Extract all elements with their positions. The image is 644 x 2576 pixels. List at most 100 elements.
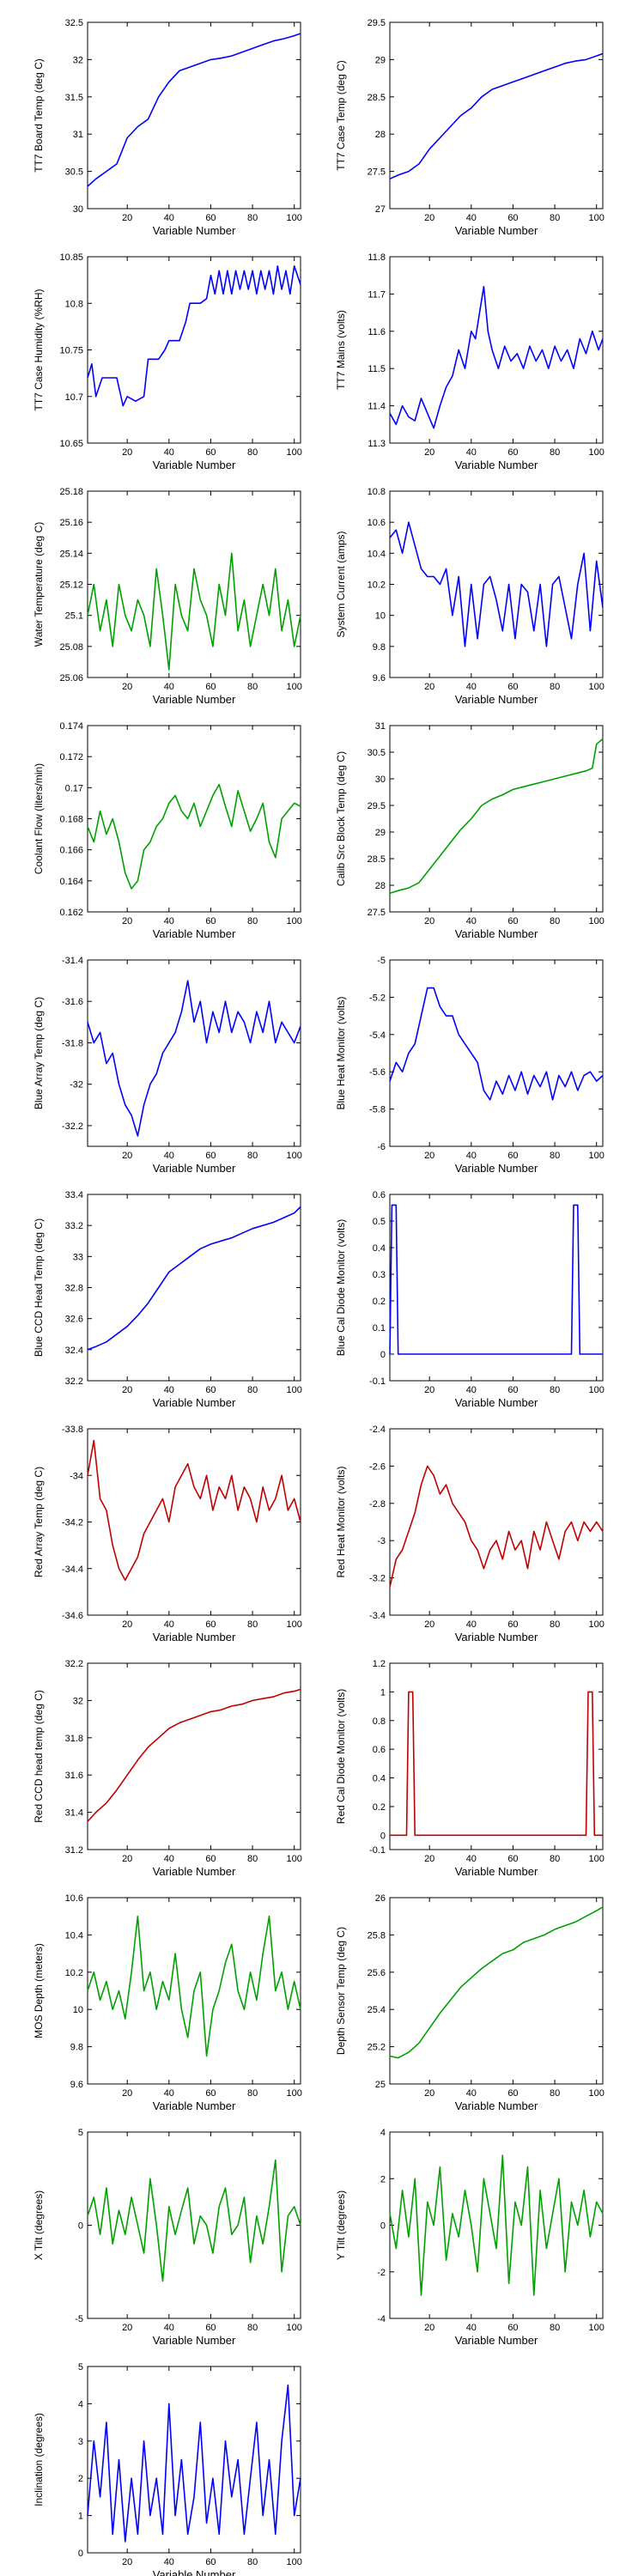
chart-15-xlabel: Variable Number: [153, 1865, 236, 1878]
chart-8-xtick-label: 20: [424, 916, 434, 927]
chart-1-xtick-label: 60: [205, 213, 216, 223]
chart-3-ytick-label: 10.75: [59, 346, 83, 356]
chart-20-ytick-label: -4: [377, 2314, 386, 2324]
chart-17-series-line: [87, 1915, 301, 2057]
chart-2-series-line: [389, 52, 604, 180]
chart-1-ytick-label: 31.5: [65, 93, 83, 103]
chart-6-ytick-label: 10.2: [368, 580, 386, 591]
chart-10-xlabel: Variable Number: [455, 1162, 538, 1175]
chart-10-plot-frame: [389, 959, 604, 1147]
chart-16-plot-frame: [389, 1662, 604, 1850]
chart-19-xtick-label: 60: [205, 2323, 216, 2333]
chart-6-ytick-label: 10.4: [368, 549, 386, 559]
chart-10-xtick-label: 80: [550, 1151, 560, 1161]
chart-18-ylabel: Depth Sensor Temp (deg C): [335, 1927, 347, 2055]
chart-8-ytick-label: 29.5: [368, 801, 386, 811]
chart-16-xtick-label: 80: [550, 1854, 560, 1864]
chart-11-ytick-label: 33.4: [65, 1190, 83, 1200]
chart-16-ytick-label: 0.2: [373, 1802, 386, 1813]
chart-18-ytick-label: 25.6: [368, 1968, 386, 1978]
chart-15-plot-frame: [87, 1662, 301, 1850]
chart-18-xtick-label: 100: [589, 2088, 605, 2099]
chart-1-ytick-label: 30.5: [65, 167, 83, 178]
chart-8-ytick-label: 27.5: [368, 908, 386, 918]
chart-21-ytick-label: 2: [78, 2474, 83, 2484]
chart-8-series-line: [389, 738, 604, 895]
chart-5-xtick-label: 80: [247, 682, 258, 692]
chart-6-xtick-label: 40: [466, 682, 477, 692]
chart-17-ytick-label: 10.4: [65, 1930, 83, 1941]
chart-5-ytick-label: 25.14: [59, 549, 83, 559]
chart-2-ytick-label: 28: [375, 130, 386, 140]
chart-17-ytick-label: 9.6: [70, 2080, 83, 2090]
chart-5-ytick-label: 25.1: [65, 611, 83, 622]
chart-14-xlabel: Variable Number: [455, 1631, 538, 1643]
chart-17-xtick-label: 40: [164, 2088, 174, 2099]
chart-17: 20 40 60 80 100 9.6 9.8 10 10.2 10.4 10.6 Variable …: [33, 1893, 302, 2112]
chart-13-series-line: [87, 1439, 301, 1582]
chart-19-xtick-label: 100: [287, 2323, 302, 2333]
chart-21-xtick-label: 100: [287, 2557, 302, 2567]
chart-3: 20 40 60 80 100 10.65 10.7 10.75 10.8 10.85 Variab…: [33, 252, 302, 471]
chart-8-ytick-label: 30.5: [368, 748, 386, 758]
chart-18: 20 40 60 80 100 25 25.2 25.4 25.6 25.8 26 Variable …: [335, 1893, 605, 2112]
chart-4-plot-frame: [389, 256, 604, 444]
chart-4-xtick-label: 80: [550, 447, 560, 458]
chart-17-ytick-label: 10: [73, 2005, 83, 2015]
chart-18-xtick-label: 80: [550, 2088, 560, 2099]
chart-7-ytick-label: 0.174: [59, 721, 83, 732]
chart-11-ytick-label: 33.2: [65, 1221, 83, 1231]
chart-2-xlabel: Variable Number: [455, 224, 538, 237]
chart-13-ytick-label: -34: [70, 1471, 83, 1481]
chart-15-ytick-label: 31.4: [65, 1808, 83, 1819]
chart-7-xlabel: Variable Number: [153, 927, 236, 940]
chart-4-xtick-label: 60: [507, 447, 518, 458]
chart-12-ylabel: Blue Cal Diode Monitor (volts): [335, 1219, 347, 1356]
chart-10-ytick-label: -5.2: [369, 993, 386, 1003]
chart-13-xtick-label: 40: [164, 1619, 174, 1630]
chart-1-ytick-label: 32: [73, 55, 83, 65]
chart-19-series-line: [87, 2159, 301, 2282]
chart-5-xtick-label: 100: [287, 682, 302, 692]
chart-5-xtick-label: 40: [164, 682, 174, 692]
chart-6-xlabel: Variable Number: [455, 693, 538, 706]
chart-5-ytick-label: 25.08: [59, 642, 83, 653]
chart-11-ytick-label: 33: [73, 1252, 83, 1262]
chart-7-ytick-label: 0.168: [59, 815, 83, 825]
chart-6-ylabel: System Current (amps): [335, 531, 347, 637]
chart-9-xtick-label: 100: [287, 1151, 302, 1161]
chart-16-ytick-label: -0.1: [369, 1845, 386, 1856]
chart-21-xtick-label: 40: [164, 2557, 174, 2567]
chart-5-ytick-label: 25.16: [59, 518, 83, 528]
chart-9-xtick-label: 40: [164, 1151, 174, 1161]
chart-14-ytick-label: -2.4: [369, 1425, 386, 1435]
chart-18-xtick-label: 40: [466, 2088, 477, 2099]
chart-19-xtick-label: 40: [164, 2323, 174, 2333]
chart-4: 20 40 60 80 100 11.3 11.4 11.5 11.6 11.7 11.8 Varia…: [335, 252, 605, 471]
chart-20-ytick-label: 2: [380, 2174, 386, 2184]
chart-10-xtick-label: 40: [466, 1151, 477, 1161]
chart-7-ytick-label: 0.164: [59, 877, 83, 887]
chart-10-ytick-label: -5: [377, 956, 386, 966]
chart-8-ytick-label: 28.5: [368, 854, 386, 865]
chart-21-ytick-label: 0: [78, 2549, 83, 2559]
chart-9-ytick-label: -32.2: [62, 1121, 83, 1132]
chart-16-ytick-label: 1.2: [373, 1659, 386, 1669]
chart-6-xtick-label: 60: [507, 682, 518, 692]
chart-7-series-line: [87, 783, 301, 890]
chart-17-xtick-label: 60: [205, 2088, 216, 2099]
chart-16-xtick-label: 40: [466, 1854, 477, 1864]
chart-11-plot-frame: [87, 1194, 301, 1382]
chart-18-plot-frame: [389, 1897, 604, 2085]
chart-4-ytick-label: 11.8: [368, 252, 386, 263]
chart-14-xtick-label: 60: [507, 1619, 518, 1630]
chart-12-plot-frame: [389, 1194, 604, 1382]
chart-5: 20 40 60 80 100 25.06 25.08 25.1 25.12 25.14 25.16…: [33, 487, 302, 706]
chart-14-ylabel: Red Heat Monitor (volts): [335, 1466, 347, 1577]
chart-8-plot-frame: [389, 725, 604, 913]
chart-19-plot-frame: [87, 2131, 301, 2319]
chart-3-ylabel: TT7 Case Humidity (%RH): [33, 289, 45, 410]
chart-15-series-line: [87, 1688, 301, 1822]
chart-3-series-line: [87, 264, 301, 407]
chart-18-ytick-label: 25.2: [368, 2043, 386, 2053]
